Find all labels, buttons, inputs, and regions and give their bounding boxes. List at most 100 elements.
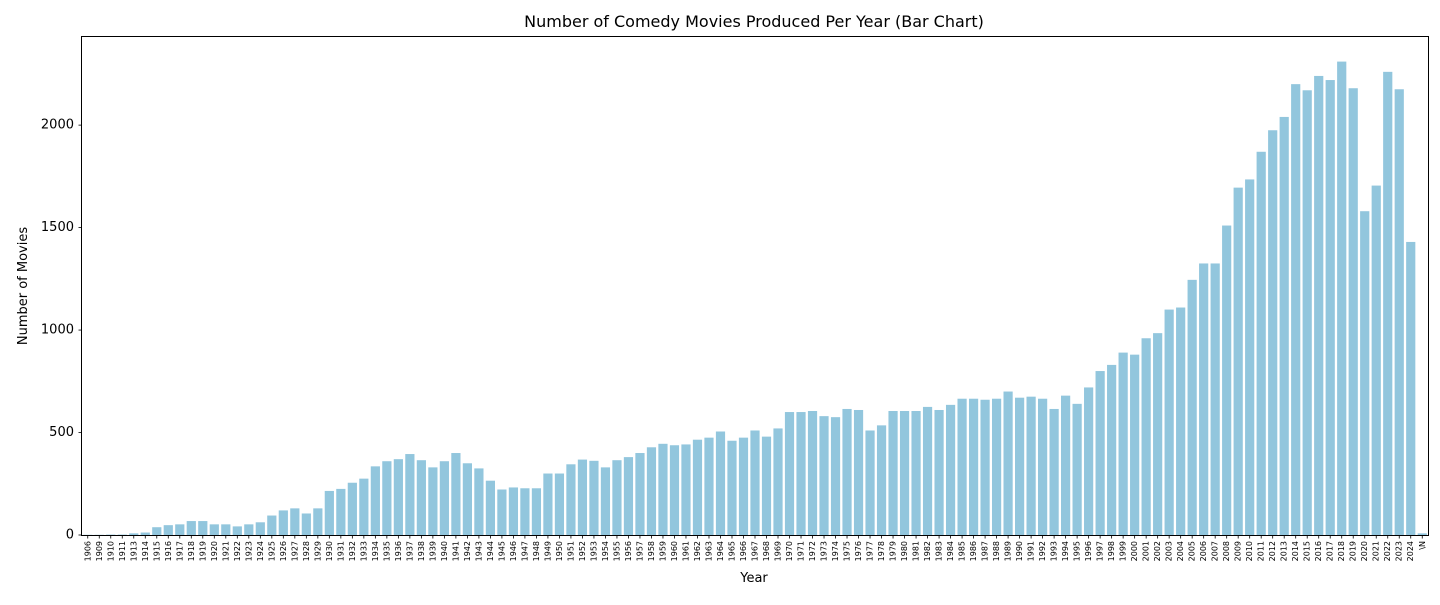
bar-2012 xyxy=(1268,130,1277,535)
x-tick-label: 1935 xyxy=(382,541,391,561)
bar-1937 xyxy=(405,454,414,535)
x-tick-label: 1913 xyxy=(129,541,138,561)
x-tick-label: 2015 xyxy=(1303,541,1312,561)
y-axis-label: Number of Movies xyxy=(16,227,31,345)
x-tick-label: 1987 xyxy=(981,541,990,561)
x-tick-label: 1943 xyxy=(474,541,483,561)
x-tick-label: 2010 xyxy=(1245,541,1254,561)
x-tick-label: 2003 xyxy=(1165,541,1174,561)
x-tick-label: 1946 xyxy=(509,541,518,561)
bar-1923 xyxy=(244,524,253,535)
bar-\N xyxy=(1418,533,1427,535)
x-tick-label: 1931 xyxy=(336,541,345,561)
bar-1968 xyxy=(762,437,771,535)
bar-1989 xyxy=(1003,392,1012,535)
x-tick-label: 1920 xyxy=(210,541,219,561)
x-tick-label: 1941 xyxy=(451,541,460,561)
x-tick-label: 1998 xyxy=(1107,541,1116,561)
x-tick-label: 2007 xyxy=(1211,541,1220,561)
x-tick-label: 1944 xyxy=(486,541,495,561)
bar-2006 xyxy=(1199,263,1208,535)
bar-1922 xyxy=(233,526,242,535)
bar-2001 xyxy=(1142,338,1151,535)
bar-1994 xyxy=(1061,396,1070,535)
x-tick-label: 1925 xyxy=(267,541,276,561)
bar-1916 xyxy=(164,525,173,535)
bar-1945 xyxy=(497,490,506,536)
bar-2018 xyxy=(1337,62,1346,535)
x-tick-label: 1974 xyxy=(831,541,840,561)
x-tick-label: 1992 xyxy=(1038,541,1047,561)
x-tick-label: 1945 xyxy=(497,541,506,561)
x-tick-label: 1928 xyxy=(302,541,311,561)
bar-2022 xyxy=(1383,72,1392,535)
bar-1965 xyxy=(727,441,736,535)
x-tick-label: 1916 xyxy=(164,541,173,561)
x-tick-label: 1919 xyxy=(198,541,207,561)
bar-1919 xyxy=(198,521,207,535)
x-tick-label: 1957 xyxy=(635,541,644,561)
bar-2019 xyxy=(1349,88,1358,535)
bar-1986 xyxy=(969,399,978,535)
bar-2000 xyxy=(1130,355,1139,535)
bar-1981 xyxy=(911,411,920,535)
x-tick-label: \N xyxy=(1418,541,1427,550)
bar-1980 xyxy=(900,411,909,535)
x-tick-label: 1990 xyxy=(1015,541,1024,561)
x-tick-label: 1984 xyxy=(946,541,955,561)
chart-title: Number of Comedy Movies Produced Per Yea… xyxy=(524,12,984,31)
bar-1956 xyxy=(624,457,633,535)
x-tick-label: 1906 xyxy=(83,541,92,561)
x-tick-label: 1910 xyxy=(106,541,115,561)
bar-1921 xyxy=(221,524,230,535)
bar-1928 xyxy=(302,513,311,535)
x-tick-label: 2000 xyxy=(1130,541,1139,561)
x-tick-label: 1914 xyxy=(141,541,150,561)
bar-1964 xyxy=(716,432,725,535)
x-tick-label: 2008 xyxy=(1222,541,1231,561)
bar-1949 xyxy=(543,474,552,535)
bar-1938 xyxy=(417,460,426,535)
x-tick-label: 1940 xyxy=(440,541,449,561)
x-tick-label: 1955 xyxy=(612,541,621,561)
x-tick-label: 1951 xyxy=(566,541,575,561)
x-tick-label: 2014 xyxy=(1291,541,1300,561)
bar-2014 xyxy=(1291,84,1300,535)
bar-1999 xyxy=(1119,353,1128,535)
x-tick-label: 1938 xyxy=(417,541,426,561)
x-tick-label: 1932 xyxy=(348,541,357,561)
bar-1953 xyxy=(589,461,598,535)
x-tick-label: 1962 xyxy=(693,541,702,561)
x-tick-label: 1960 xyxy=(670,541,679,561)
x-tick-label: 1996 xyxy=(1084,541,1093,561)
bar-1926 xyxy=(279,510,288,535)
bar-1920 xyxy=(210,524,219,535)
bar-1954 xyxy=(601,467,610,535)
bar-1943 xyxy=(474,468,483,535)
bar-1993 xyxy=(1050,409,1059,535)
x-tick-label: 2002 xyxy=(1153,541,1162,561)
bar-1936 xyxy=(394,459,403,535)
bar-1975 xyxy=(842,409,851,535)
x-tick-label: 1954 xyxy=(601,541,610,561)
bar-1983 xyxy=(934,410,943,535)
x-tick-label: 1953 xyxy=(589,541,598,561)
x-tick-label: 2012 xyxy=(1268,541,1277,561)
x-tick-label: 1930 xyxy=(325,541,334,561)
x-tick-label: 2004 xyxy=(1176,541,1185,561)
x-tick-label: 1983 xyxy=(935,541,944,561)
x-tick-label: 1971 xyxy=(797,541,806,561)
x-tick-label: 1961 xyxy=(681,541,690,561)
bar-1950 xyxy=(555,474,564,535)
x-tick-label: 1981 xyxy=(912,541,921,561)
x-tick-label: 1959 xyxy=(658,541,667,561)
x-tick-label: 2006 xyxy=(1199,541,1208,561)
x-tick-label: 1921 xyxy=(221,541,230,561)
bar-1997 xyxy=(1096,371,1105,535)
bar-2023 xyxy=(1395,89,1404,535)
bar-2007 xyxy=(1211,263,1220,535)
x-tick-label: 1936 xyxy=(394,541,403,561)
bar-1958 xyxy=(647,447,656,535)
x-tick-label: 1929 xyxy=(313,541,322,561)
